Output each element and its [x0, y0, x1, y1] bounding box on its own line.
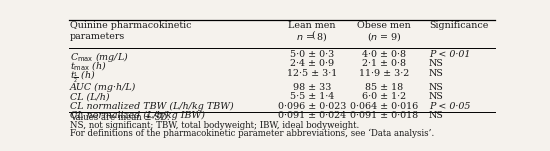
Text: CL (L/h): CL (L/h) [70, 92, 109, 101]
Text: NS, not significant; TBW, total bodyweight; IBW, ideal bodyweight.: NS, not significant; TBW, total bodyweig… [70, 121, 359, 130]
Text: t$_{\frac{1}{2}}$ (h): t$_{\frac{1}{2}}$ (h) [70, 69, 96, 85]
Text: 2·4 ± 0·9: 2·4 ± 0·9 [290, 59, 334, 68]
Text: 5·5 ± 1·4: 5·5 ± 1·4 [290, 92, 334, 101]
Text: 11·9 ± 3·2: 11·9 ± 3·2 [359, 69, 409, 78]
Text: P < 0·01: P < 0·01 [429, 50, 470, 59]
Text: NS: NS [429, 92, 444, 101]
Text: 0·091 ± 0·024: 0·091 ± 0·024 [278, 111, 346, 120]
Text: NS: NS [429, 83, 444, 92]
Text: Significance: Significance [429, 21, 488, 30]
Text: 85 ± 18: 85 ± 18 [365, 83, 403, 92]
Text: 6·0 ± 1·2: 6·0 ± 1·2 [362, 92, 406, 101]
Text: $n$ = 8): $n$ = 8) [296, 30, 327, 43]
Text: C$_{{\mathrm{{max}}}}$ (mg/L): C$_{{\mathrm{{max}}}}$ (mg/L) [70, 50, 128, 64]
Text: 5·0 ± 0·3: 5·0 ± 0·3 [290, 50, 334, 59]
Text: 12·5 ± 3·1: 12·5 ± 3·1 [287, 69, 337, 78]
Text: t$_{{\mathrm{{max}}}}$ (h): t$_{{\mathrm{{max}}}}$ (h) [70, 59, 106, 72]
Text: ($n$ = 9): ($n$ = 9) [367, 30, 402, 43]
Text: 0·096 ± 0·023: 0·096 ± 0·023 [278, 102, 346, 111]
Text: 2·1 ± 0·8: 2·1 ± 0·8 [362, 59, 406, 68]
Text: Values are mean ± SD.: Values are mean ± SD. [70, 113, 169, 122]
Text: NS: NS [429, 69, 444, 78]
Text: NS: NS [429, 111, 444, 120]
Text: Obese men: Obese men [358, 21, 411, 30]
Text: For definitions of the pharmacokinetic parameter abbreviations, see ‘Data analys: For definitions of the pharmacokinetic p… [70, 129, 434, 138]
Text: AUC (mg·h/L): AUC (mg·h/L) [70, 83, 136, 92]
Text: CL normalized (L/h/kg IBW): CL normalized (L/h/kg IBW) [70, 111, 205, 120]
Text: 4·0 ± 0·8: 4·0 ± 0·8 [362, 50, 406, 59]
Text: NS: NS [429, 59, 444, 68]
Text: CL normalized TBW (L/h/kg TBW): CL normalized TBW (L/h/kg TBW) [70, 102, 233, 111]
Text: (: ( [312, 30, 316, 39]
Text: 0·091 ± 0·018: 0·091 ± 0·018 [350, 111, 418, 120]
Text: 0·064 ± 0·016: 0·064 ± 0·016 [350, 102, 419, 111]
Text: P < 0·05: P < 0·05 [429, 102, 470, 111]
Text: 98 ± 33: 98 ± 33 [293, 83, 331, 92]
Text: Lean men: Lean men [288, 21, 336, 30]
Text: Quinine pharmacokinetic
parameters: Quinine pharmacokinetic parameters [70, 21, 191, 42]
